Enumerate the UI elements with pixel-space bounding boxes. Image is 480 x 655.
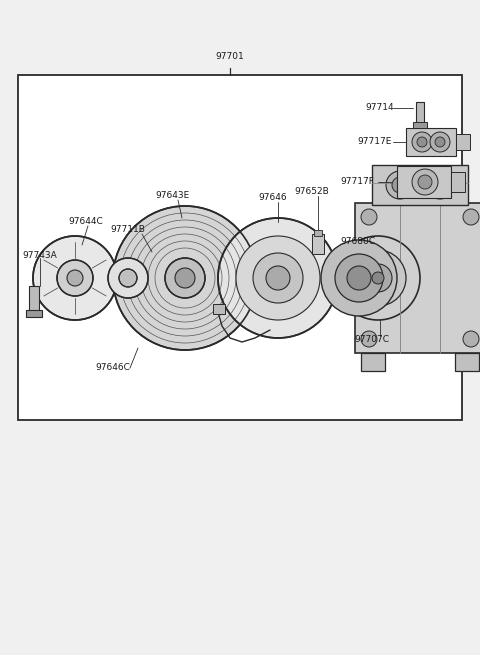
Bar xyxy=(339,260,355,296)
Circle shape xyxy=(335,254,383,302)
Circle shape xyxy=(372,272,384,284)
Circle shape xyxy=(412,169,438,195)
Text: 97717E: 97717E xyxy=(357,138,391,147)
Text: 97743A: 97743A xyxy=(22,250,57,259)
Circle shape xyxy=(364,264,392,292)
Circle shape xyxy=(418,175,432,189)
Bar xyxy=(355,203,480,353)
Circle shape xyxy=(108,258,148,298)
Circle shape xyxy=(67,270,83,286)
Text: 97646: 97646 xyxy=(258,193,287,202)
Text: 97646C: 97646C xyxy=(95,364,130,373)
Circle shape xyxy=(412,132,432,152)
Bar xyxy=(406,128,456,156)
Circle shape xyxy=(392,177,408,193)
Bar xyxy=(416,102,424,126)
Circle shape xyxy=(336,236,420,320)
Circle shape xyxy=(350,250,406,306)
Circle shape xyxy=(417,137,427,147)
Circle shape xyxy=(435,137,445,147)
Bar xyxy=(18,75,462,420)
Bar xyxy=(455,353,479,371)
Text: 97643E: 97643E xyxy=(155,191,189,200)
Circle shape xyxy=(463,331,479,347)
Circle shape xyxy=(113,206,257,350)
Circle shape xyxy=(253,253,303,303)
Circle shape xyxy=(266,266,290,290)
Bar xyxy=(413,122,427,128)
Circle shape xyxy=(175,268,195,288)
Circle shape xyxy=(165,258,205,298)
Text: 97680C: 97680C xyxy=(340,238,375,246)
Text: 97707C: 97707C xyxy=(354,335,389,345)
Circle shape xyxy=(321,240,397,316)
Text: 97711B: 97711B xyxy=(110,225,145,234)
Text: 97652B: 97652B xyxy=(294,187,329,196)
Circle shape xyxy=(432,177,448,193)
Bar xyxy=(451,172,465,192)
Circle shape xyxy=(386,171,414,199)
Text: 97714: 97714 xyxy=(365,103,394,113)
Text: 97717F: 97717F xyxy=(340,178,374,187)
Bar xyxy=(397,166,451,198)
Bar xyxy=(314,230,322,236)
Bar xyxy=(372,165,468,205)
Circle shape xyxy=(33,236,117,320)
Circle shape xyxy=(347,266,371,290)
Bar xyxy=(361,353,385,371)
Text: 97701: 97701 xyxy=(216,52,244,61)
Bar xyxy=(312,234,324,254)
Bar xyxy=(26,310,42,317)
Circle shape xyxy=(426,171,454,199)
Text: 97644C: 97644C xyxy=(68,217,103,227)
Circle shape xyxy=(430,132,450,152)
Circle shape xyxy=(57,260,93,296)
Bar xyxy=(456,134,470,150)
Circle shape xyxy=(218,218,338,338)
Circle shape xyxy=(361,209,377,225)
Circle shape xyxy=(463,209,479,225)
Circle shape xyxy=(236,236,320,320)
Circle shape xyxy=(119,269,137,287)
Bar xyxy=(213,304,225,314)
Bar xyxy=(29,286,39,314)
Circle shape xyxy=(361,331,377,347)
